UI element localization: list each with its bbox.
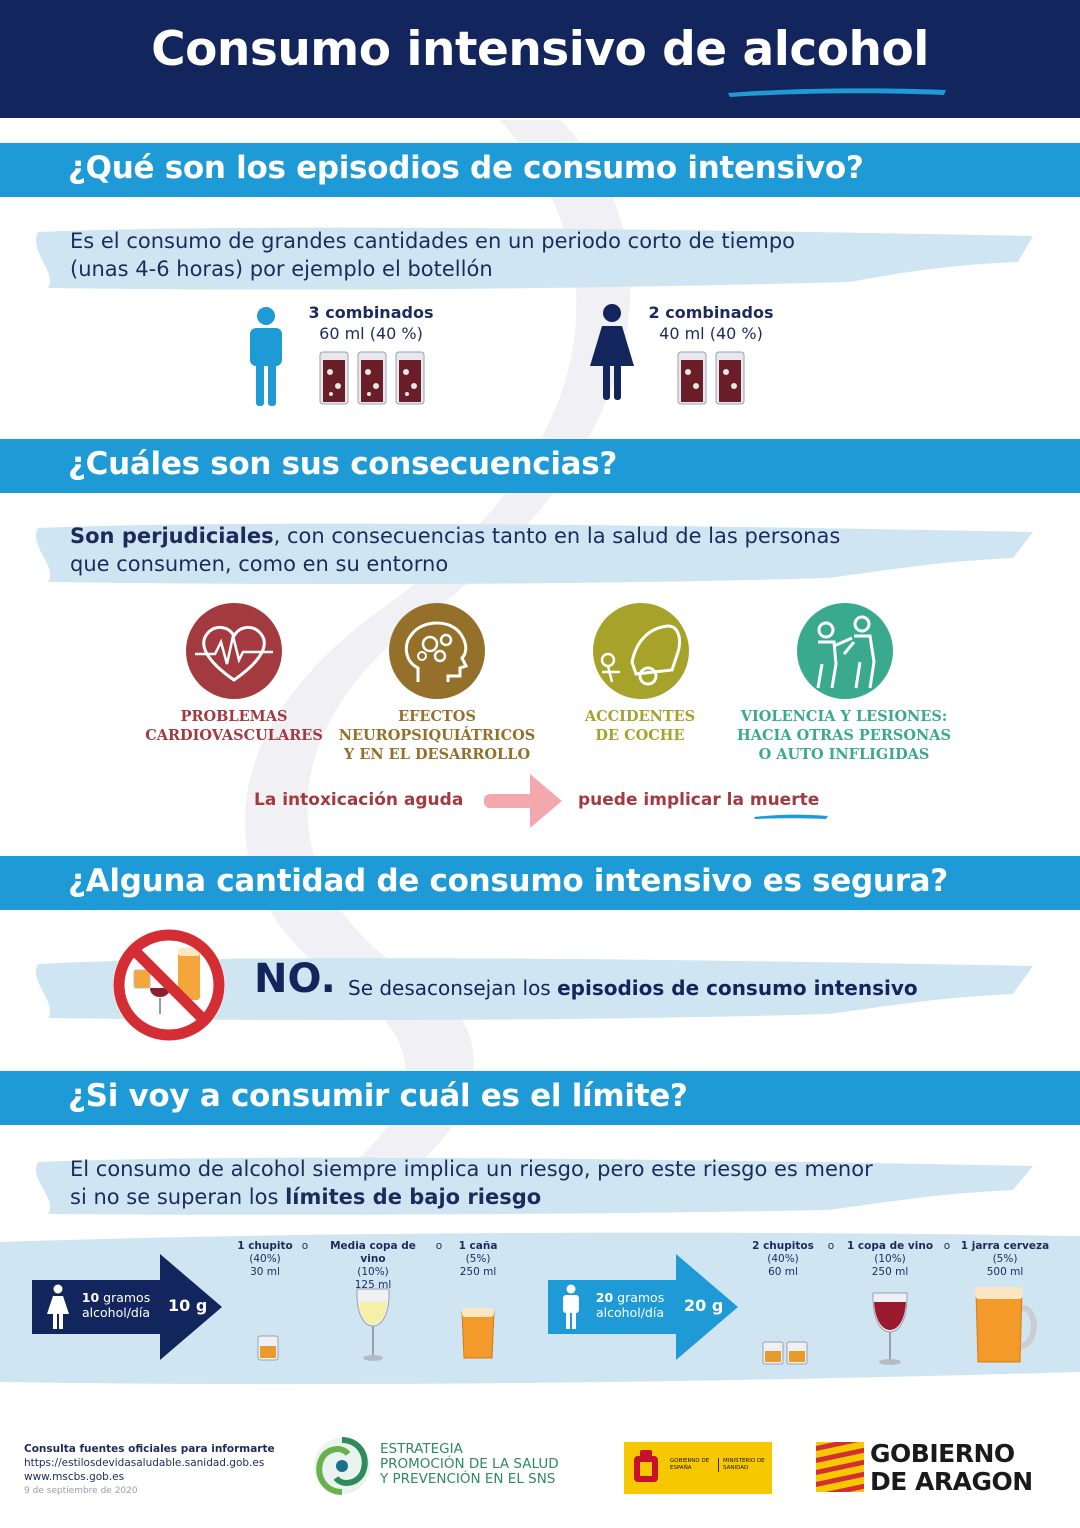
red-wine-glass-icon	[872, 1292, 908, 1365]
white-wine-glass-icon	[356, 1288, 390, 1361]
strategy-logo-text: ESTRATEGIA PROMOCIÓN DE LA SALUD Y PREVE…	[380, 1441, 559, 1487]
death-label: puede implicar la muerte	[578, 790, 820, 810]
mixed-drink-glasses-icon	[319, 351, 425, 405]
consequence-label-neuro: EFECTOS NEUROPSIQUIÁTRICOS Y EN EL DESARRO…	[338, 708, 536, 763]
footer-link-estilos[interactable]: https://estilosdevidasaludable.sanidad.g…	[24, 1457, 265, 1469]
or-separator: o	[435, 1240, 443, 1252]
brain-gears-icon	[389, 603, 485, 699]
page-title: Consumo intensivo de alcohol	[151, 22, 929, 77]
footer-sources: Consulta fuentes oficiales para informar…	[24, 1442, 314, 1498]
section-bar-limit	[0, 1071, 1080, 1125]
man-icon	[563, 1284, 579, 1329]
consequence-label-car: ACCIDENTES DE COCHE	[584, 708, 696, 744]
brush-stroke	[35, 523, 1033, 585]
section-title-safe: ¿Alguna cantidad de consumo intensivo es…	[68, 863, 948, 899]
woman-drink-shot: 1 chupito (40%) 30 ml	[237, 1240, 293, 1278]
or-separator: o	[943, 1240, 951, 1252]
man-limit-total: 20 g	[684, 1296, 724, 1315]
man-drinks-label: 3 combinados 60 ml (40 %)	[308, 303, 434, 343]
strategy-logo-icon	[314, 1437, 370, 1495]
consequence-label-cardio: PROBLEMAS CARDIOVASCULARES	[145, 708, 323, 744]
coat-of-arms-icon	[634, 1450, 658, 1482]
man-limit-grams: 20 gramos alcohol/día	[595, 1290, 665, 1320]
woman-drink-wine: Media copa de vino (10%) 125 ml	[330, 1240, 416, 1291]
aragon-logo-text: GOBIERNO DE ARAGON	[870, 1439, 1033, 1496]
brush-stroke	[35, 958, 1033, 1021]
beer-glass-icon	[461, 1308, 495, 1359]
section-bar-safe	[0, 856, 1080, 910]
section-title-what-is: ¿Qué son los episodios de consumo intens…	[68, 150, 864, 186]
beer-mug-icon	[975, 1287, 1037, 1363]
section-title-limit: ¿Si voy a consumir cuál es el límite?	[68, 1078, 688, 1114]
or-separator: o	[301, 1240, 309, 1252]
woman-limit-grams: 10 gramos alcohol/día	[81, 1290, 151, 1320]
woman-drinks-label: 2 combinados 40 ml (40 %)	[648, 303, 774, 343]
footer-link-mscbs[interactable]: www.mscbs.gob.es	[24, 1471, 125, 1483]
aragon-flag-icon	[816, 1442, 864, 1492]
safe-text: Se desaconsejan los episodios de consumo…	[348, 976, 918, 1000]
title-underline	[728, 88, 946, 97]
section-bar-consequences	[0, 439, 1080, 493]
woman-icon	[590, 304, 634, 400]
woman-glasses	[676, 350, 748, 412]
violence-icon	[797, 603, 893, 699]
limit-text: El consumo de alcohol siempre implica un…	[70, 1157, 873, 1209]
man-icon	[250, 307, 282, 406]
or-separator: o	[827, 1240, 835, 1252]
prohibited-drinks-icon	[113, 929, 225, 1041]
definition-text: Es el consumo de grandes cantidades en u…	[70, 229, 795, 281]
arrow-right-icon	[484, 774, 562, 828]
car-crash-icon	[593, 603, 689, 699]
mixed-drink-glasses-icon	[677, 351, 745, 405]
gobierno-espana-logo: GOBIERNO DE ESPAÑA MINISTERIO DE SANIDAD	[624, 1442, 772, 1494]
woman-icon	[47, 1284, 69, 1329]
woman-limit-total: 10 g	[168, 1296, 208, 1315]
death-underline	[754, 814, 828, 819]
man-drink-shots: 2 chupitos (40%) 60 ml	[752, 1240, 814, 1278]
top-header	[0, 0, 1080, 118]
consequences-text: Son perjudiciales, con consecuencias tan…	[70, 524, 841, 576]
shot-glasses-icon	[762, 1341, 808, 1365]
section-bar-what-is	[0, 143, 1080, 197]
woman-limit-arrow	[32, 1254, 222, 1360]
man-glasses	[318, 350, 428, 412]
safe-answer: NO.	[254, 956, 336, 1002]
section-title-consequences: ¿Cuáles son sus consecuencias?	[68, 446, 618, 482]
brush-stroke	[35, 227, 1033, 290]
intoxication-label: La intoxicación aguda	[254, 790, 464, 810]
consequence-label-violence: VIOLENCIA Y LESIONES: HACIA OTRAS PERSONA…	[737, 708, 951, 763]
man-drink-wine: 1 copa de vino (10%) 250 ml	[846, 1240, 934, 1278]
man-drink-beer: 1 jarra cerveza (5%) 500 ml	[960, 1240, 1050, 1278]
woman-drink-beer: 1 caña (5%) 250 ml	[458, 1240, 498, 1278]
brush-stroke	[35, 1157, 1033, 1215]
heart-pulse-icon	[186, 603, 282, 699]
shot-glass-icon	[257, 1335, 279, 1361]
man-limit-arrow	[548, 1254, 738, 1360]
